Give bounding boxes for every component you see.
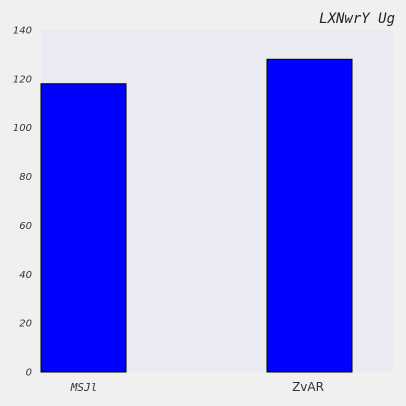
y-tick-label: 20 bbox=[19, 319, 32, 330]
chart-title: LXNwrY Ug bbox=[319, 11, 395, 27]
y-tick-label: 120 bbox=[13, 74, 32, 85]
y-tick-label: 100 bbox=[13, 123, 32, 134]
y-tick-label: 0 bbox=[26, 368, 32, 379]
y-axis-ticks: 0 20 40 60 80 100 120 140 bbox=[13, 26, 32, 379]
bar-msjl bbox=[40, 83, 127, 373]
x-axis-ticks: MSJl ZvAR bbox=[70, 380, 324, 394]
y-tick-label: 60 bbox=[19, 221, 32, 232]
bars-group bbox=[40, 58, 353, 373]
y-tick-label: 140 bbox=[13, 26, 32, 37]
x-tick-label: MSJl bbox=[70, 381, 98, 394]
x-tick-label: ZvAR bbox=[292, 380, 324, 394]
bar-zvar bbox=[266, 58, 353, 373]
y-tick-label: 80 bbox=[19, 172, 32, 183]
y-tick-label: 40 bbox=[19, 270, 32, 281]
